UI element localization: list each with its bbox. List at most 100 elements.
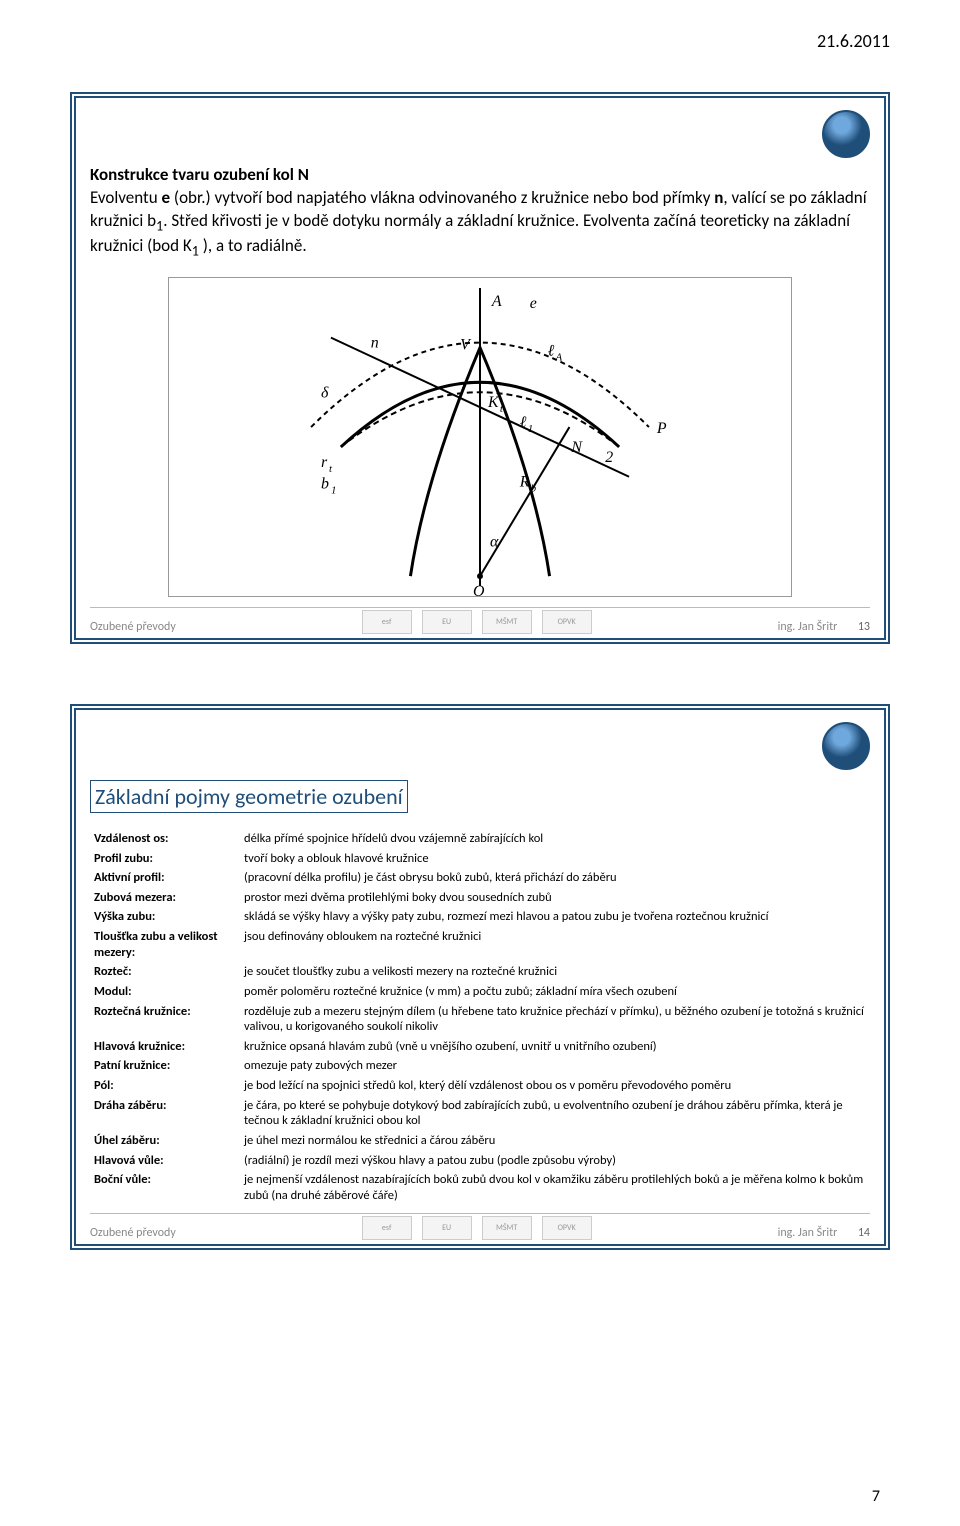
slide2-footer: Ozubené převody esf EU MŠMT OPVK ing. Ja… bbox=[90, 1213, 870, 1240]
eu-flag-icon: EU bbox=[422, 1216, 472, 1240]
term-cell: Boční vůle: bbox=[90, 1170, 240, 1205]
table-row: Tloušťka zubu a velikost mezery:jsou def… bbox=[90, 927, 870, 962]
table-row: Boční vůle:je nejmenší vzdálenost nazabí… bbox=[90, 1170, 870, 1205]
term-cell: Hlavová kružnice: bbox=[90, 1037, 240, 1057]
footer-right: ing. Jan Šritr 13 bbox=[778, 620, 870, 634]
definition-cell: prostor mezi dvěma protilehlými boky dvo… bbox=[240, 888, 870, 908]
definition-cell: délka přímé spojnice hřídelů dvou vzájem… bbox=[240, 829, 870, 849]
table-row: Profil zubu:tvoří boky a oblouk hlavové … bbox=[90, 849, 870, 869]
svg-text:K: K bbox=[487, 394, 500, 411]
term-cell: Výška zubu: bbox=[90, 907, 240, 927]
definitions-tbody: Vzdálenost os:délka přímé spojnice hříde… bbox=[90, 829, 870, 1206]
svg-text:A: A bbox=[491, 293, 502, 310]
footer-logos: esf EU MŠMT OPVK bbox=[176, 1216, 778, 1240]
table-row: Výška zubu:skládá se výšky hlavy a výšky… bbox=[90, 907, 870, 927]
term-cell: Pól: bbox=[90, 1076, 240, 1096]
msmt-logo-icon: MŠMT bbox=[482, 1216, 532, 1240]
s1-t5: ), a to radiálně. bbox=[199, 235, 307, 256]
svg-text:1: 1 bbox=[331, 485, 336, 497]
slide-13: Konstrukce tvaru ozubení kol N Evolventu… bbox=[70, 92, 890, 644]
svg-text:2: 2 bbox=[605, 449, 613, 466]
svg-text:t: t bbox=[329, 463, 333, 475]
svg-text:ℓ: ℓ bbox=[520, 414, 527, 431]
school-logo-icon bbox=[822, 110, 870, 158]
slide-number: 13 bbox=[846, 620, 870, 634]
slide-number: 14 bbox=[846, 1226, 870, 1240]
table-row: Rozteč:je součet tloušťky zubu a velikos… bbox=[90, 962, 870, 982]
svg-text:1: 1 bbox=[528, 423, 533, 435]
svg-text:r: r bbox=[321, 454, 328, 471]
definition-cell: skládá se výšky hlavy a výšky paty zubu,… bbox=[240, 907, 870, 927]
term-cell: Patní kružnice: bbox=[90, 1056, 240, 1076]
term-cell: Dráha záběru: bbox=[90, 1096, 240, 1131]
definitions-table: Vzdálenost os:délka přímé spojnice hříde… bbox=[90, 829, 870, 1206]
definition-cell: jsou definovány obloukem na roztečné kru… bbox=[240, 927, 870, 962]
opvk-logo-icon: OPVK bbox=[542, 1216, 592, 1240]
page: 21.6.2011 Konstrukce tvaru ozubení kol N… bbox=[0, 0, 960, 1526]
slide1-footer: Ozubené převody esf EU MŠMT OPVK ing. Ja… bbox=[90, 607, 870, 634]
date-header: 21.6.2011 bbox=[70, 30, 890, 52]
svg-text:α: α bbox=[490, 533, 499, 550]
s1-sub2: 1 bbox=[192, 243, 199, 260]
slide2-title: Základní pojmy geometrie ozubení bbox=[90, 780, 408, 813]
term-cell: Aktivní profil: bbox=[90, 868, 240, 888]
term-cell: Úhel záběru: bbox=[90, 1131, 240, 1151]
table-row: Hlavová kružnice:kružnice opsaná hlavám … bbox=[90, 1037, 870, 1057]
svg-text:O: O bbox=[473, 583, 485, 596]
definition-cell: omezuje paty zubových mezer bbox=[240, 1056, 870, 1076]
slide-14: Základní pojmy geometrie ozubení Vzdálen… bbox=[70, 704, 890, 1251]
term-cell: Rozteč: bbox=[90, 962, 240, 982]
slide-header-row bbox=[90, 110, 870, 158]
definition-cell: (radiální) je rozdíl mezi výškou hlavy a… bbox=[240, 1151, 870, 1171]
svg-text:n: n bbox=[371, 334, 379, 351]
footer-author: ing. Jan Šritr bbox=[778, 1226, 838, 1240]
definition-cell: je bod ležící na spojnici středů kol, kt… bbox=[240, 1076, 870, 1096]
table-row: Hlavová vůle:(radiální) je rozdíl mezi v… bbox=[90, 1151, 870, 1171]
table-row: Pól:je bod ležící na spojnici středů kol… bbox=[90, 1076, 870, 1096]
definition-cell: je nejmenší vzdálenost nazabírajících bo… bbox=[240, 1170, 870, 1205]
definition-cell: je úhel mezi normálou ke střednici a čár… bbox=[240, 1131, 870, 1151]
svg-text:δ: δ bbox=[321, 384, 329, 401]
svg-text:b: b bbox=[321, 476, 329, 493]
slide1-body: Konstrukce tvaru ozubení kol N Evolventu… bbox=[90, 164, 870, 261]
table-row: Modul:poměr poloměru roztečné kružnice (… bbox=[90, 982, 870, 1002]
svg-text:ℓ: ℓ bbox=[548, 342, 555, 359]
involute-diagram: A e n V P Kt ℓA ℓ1 rt b1 Rb N 2 α O δ bbox=[168, 277, 792, 597]
slide2-header-row bbox=[90, 722, 870, 770]
svg-text:N: N bbox=[570, 439, 583, 456]
svg-text:R: R bbox=[519, 474, 530, 491]
term-cell: Roztečná kružnice: bbox=[90, 1002, 240, 1037]
esf-logo-icon: esf bbox=[362, 610, 412, 634]
footer-left: Ozubené převody bbox=[90, 1226, 176, 1240]
esf-logo-icon: esf bbox=[362, 1216, 412, 1240]
table-row: Úhel záběru:je úhel mezi normálou ke stř… bbox=[90, 1131, 870, 1151]
table-row: Vzdálenost os:délka přímé spojnice hříde… bbox=[90, 829, 870, 849]
school-logo-icon bbox=[822, 722, 870, 770]
footer-author: ing. Jan Šritr bbox=[778, 620, 838, 634]
term-cell: Modul: bbox=[90, 982, 240, 1002]
table-row: Patní kružnice:omezuje paty zubových mez… bbox=[90, 1056, 870, 1076]
term-cell: Hlavová vůle: bbox=[90, 1151, 240, 1171]
term-cell: Profil zubu: bbox=[90, 849, 240, 869]
s1-t1: Evolventu bbox=[90, 187, 162, 208]
definition-cell: je součet tloušťky zubu a velikosti meze… bbox=[240, 962, 870, 982]
opvk-logo-icon: OPVK bbox=[542, 610, 592, 634]
eu-flag-icon: EU bbox=[422, 610, 472, 634]
definition-cell: poměr poloměru roztečné kružnice (v mm) … bbox=[240, 982, 870, 1002]
s1-t2: (obr.) vytvoří bod napjatého vlákna odvi… bbox=[170, 187, 714, 208]
table-row: Dráha záběru:je čára, po které se pohybu… bbox=[90, 1096, 870, 1131]
term-cell: Zubová mezera: bbox=[90, 888, 240, 908]
term-cell: Tloušťka zubu a velikost mezery: bbox=[90, 927, 240, 962]
msmt-logo-icon: MŠMT bbox=[482, 610, 532, 634]
involute-svg: A e n V P Kt ℓA ℓ1 rt b1 Rb N 2 α O δ bbox=[169, 278, 791, 596]
svg-text:b: b bbox=[531, 483, 537, 495]
page-number: 7 bbox=[872, 1487, 880, 1506]
svg-text:P: P bbox=[656, 420, 667, 437]
definition-cell: kružnice opsaná hlavám zubů (vně u vnějš… bbox=[240, 1037, 870, 1057]
table-row: Roztečná kružnice:rozděluje zub a mezeru… bbox=[90, 1002, 870, 1037]
table-row: Zubová mezera:prostor mezi dvěma protile… bbox=[90, 888, 870, 908]
svg-text:A: A bbox=[555, 351, 563, 363]
definition-cell: je čára, po které se pohybuje dotykový b… bbox=[240, 1096, 870, 1131]
definition-cell: (pracovní délka profilu) je část obrysu … bbox=[240, 868, 870, 888]
definition-cell: tvoří boky a oblouk hlavové kružnice bbox=[240, 849, 870, 869]
